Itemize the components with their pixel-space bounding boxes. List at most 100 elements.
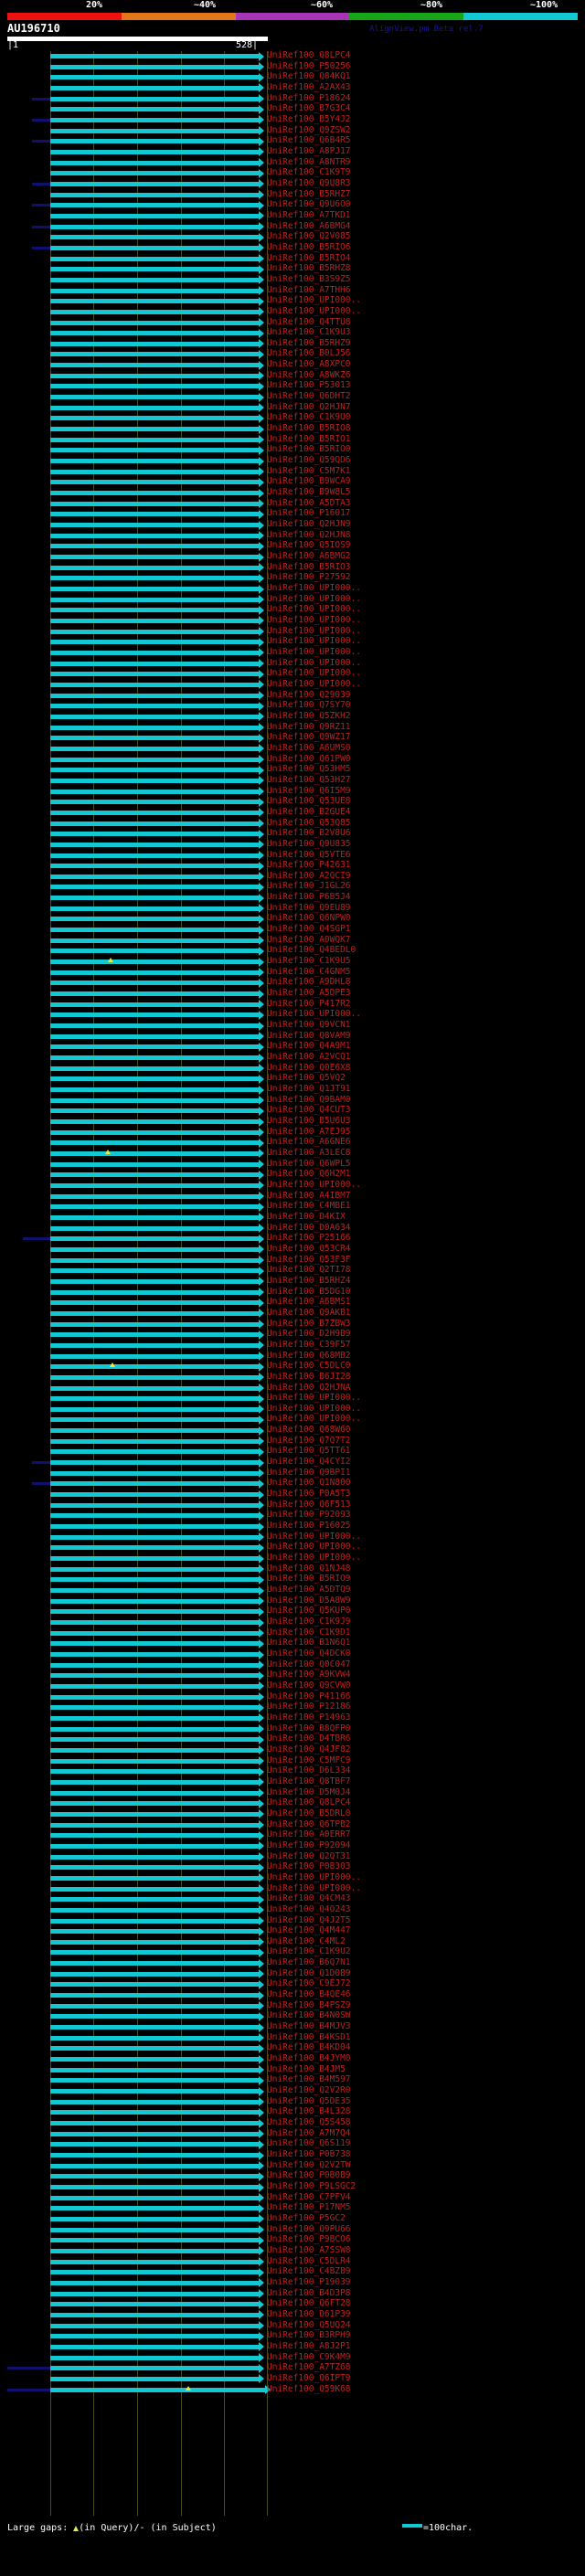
hit-row[interactable]: UniRef100_Q53F3F xyxy=(0,1254,585,1267)
hit-row[interactable]: UniRef100_A6GNE6 xyxy=(0,1137,585,1149)
hsp-bar[interactable] xyxy=(50,1428,259,1434)
hit-label[interactable]: UniRef100_Q84KQ1 xyxy=(267,71,351,82)
hsp-bar[interactable] xyxy=(50,75,259,80)
hit-row[interactable]: UniRef100_Q68W60 xyxy=(0,1425,585,1436)
hit-label[interactable]: UniRef100_Q5VQ2 xyxy=(267,1073,346,1084)
hit-label[interactable]: UniRef100_B2GUE4 xyxy=(267,806,351,817)
hsp-bar[interactable] xyxy=(50,469,259,474)
hit-row[interactable]: UniRef100_A2AX43 xyxy=(0,82,585,94)
hit-row[interactable]: UniRef100_P18624 xyxy=(0,93,585,105)
hsp-bar[interactable] xyxy=(50,1214,259,1220)
hit-label[interactable]: UniRef100_B4PSZ9 xyxy=(267,1999,351,2010)
hit-label[interactable]: UniRef100_Q53H27 xyxy=(267,774,351,785)
hsp-bar[interactable] xyxy=(50,1683,259,1689)
hit-label[interactable]: UniRef100_Q4SGP1 xyxy=(267,924,351,935)
hit-label[interactable]: UniRef100_Q8LPC4 xyxy=(267,1797,351,1808)
hit-label[interactable]: UniRef100_P41166 xyxy=(267,1691,351,1701)
hit-label[interactable]: UniRef100_Q6IPT9 xyxy=(267,2372,351,2383)
hsp-bar[interactable] xyxy=(50,1822,259,1828)
hsp-bar[interactable] xyxy=(50,309,259,314)
hsp-bar[interactable] xyxy=(50,928,259,933)
hit-label[interactable]: UniRef100_UPI000.. xyxy=(267,668,361,679)
hsp-bar[interactable] xyxy=(50,85,259,90)
hsp-bar[interactable] xyxy=(50,2174,259,2179)
hsp-bar[interactable] xyxy=(50,2387,265,2392)
hit-row[interactable]: UniRef100_Q2TI78 xyxy=(0,1265,585,1277)
hsp-bar[interactable] xyxy=(50,1460,259,1466)
hit-row[interactable]: UniRef100_P41166 xyxy=(0,1691,585,1703)
hit-label[interactable]: UniRef100_P92093 xyxy=(267,1510,351,1521)
hit-row[interactable]: UniRef100_Q9VCN1 xyxy=(0,1020,585,1032)
hit-row[interactable]: UniRef100_A8PJ17 xyxy=(0,146,585,158)
hsp-bar[interactable] xyxy=(50,299,259,304)
hit-label[interactable]: UniRef100_Q9AKB1 xyxy=(267,1307,351,1318)
hit-row[interactable]: UniRef100_B5Y4J2 xyxy=(0,114,585,126)
hit-row[interactable]: UniRef100_B5RIO3 xyxy=(0,562,585,574)
hit-label[interactable]: UniRef100_Q53CR4 xyxy=(267,1243,351,1254)
hit-row[interactable]: UniRef100_P92094 xyxy=(0,1840,585,1852)
hit-row[interactable]: UniRef100_D61P39 xyxy=(0,2309,585,2321)
hit-row[interactable]: UniRef100_B5RIO8 xyxy=(0,423,585,435)
hsp-bar[interactable] xyxy=(50,331,259,336)
hit-row[interactable]: UniRef100_B4QE46 xyxy=(0,1989,585,2001)
hsp-bar[interactable] xyxy=(50,373,259,378)
hit-row[interactable]: UniRef100_Q4TTU8 xyxy=(0,317,585,329)
hit-row[interactable]: UniRef100_Q4DCK0 xyxy=(0,1648,585,1660)
hsp-bar[interactable] xyxy=(50,1715,259,1721)
hit-label[interactable]: UniRef100_C4GNM5 xyxy=(267,966,351,977)
hit-row[interactable]: UniRef100_P9LSGC2 xyxy=(0,2181,585,2193)
hit-label[interactable]: UniRef100_A0ERR7 xyxy=(267,1829,351,1840)
hit-label[interactable]: UniRef100_P9LSGC2 xyxy=(267,2181,356,2191)
hsp-bar[interactable] xyxy=(50,576,259,581)
hit-row[interactable]: UniRef100_Q2V2TW xyxy=(0,2160,585,2172)
hsp-bar[interactable] xyxy=(50,704,259,709)
hit-label[interactable]: UniRef100_A8J2P1 xyxy=(267,2340,351,2351)
hsp-bar[interactable] xyxy=(50,1950,259,1956)
hsp-bar[interactable] xyxy=(50,1140,259,1146)
hit-row[interactable]: UniRef100_P16025 xyxy=(0,1521,585,1532)
hit-row[interactable]: UniRef100_P14963 xyxy=(0,1712,585,1724)
hit-row[interactable]: UniRef100_B5DG10 xyxy=(0,1287,585,1299)
hsp-bar[interactable] xyxy=(50,1300,259,1306)
hsp-bar[interactable] xyxy=(50,746,259,751)
hsp-bar[interactable] xyxy=(50,107,259,112)
hit-row[interactable]: UniRef100_A7SSW8 xyxy=(0,2245,585,2257)
hit-row[interactable]: UniRef100_Q4JF82 xyxy=(0,1744,585,1756)
hsp-bar[interactable] xyxy=(50,1843,259,1849)
hsp-bar[interactable] xyxy=(50,1257,259,1263)
hit-row[interactable]: UniRef100_A8NTR9 xyxy=(0,157,585,169)
hit-row[interactable]: UniRef100_B3S9Z5 xyxy=(0,274,585,286)
hsp-bar[interactable] xyxy=(50,1865,259,1871)
hit-row[interactable]: UniRef100_A6BMG2 xyxy=(0,551,585,563)
hit-row[interactable]: UniRef100_UPI000.. xyxy=(0,1542,585,1553)
hit-row[interactable]: UniRef100_Q4CUT3 xyxy=(0,1105,585,1117)
hit-label[interactable]: UniRef100_P27592 xyxy=(267,572,351,583)
hsp-bar[interactable] xyxy=(50,672,259,677)
hit-label[interactable]: UniRef100_D4TBR6 xyxy=(267,1733,351,1744)
hit-label[interactable]: UniRef100_Q9CVW0 xyxy=(267,1680,351,1691)
hsp-bar[interactable] xyxy=(50,352,259,357)
hit-label[interactable]: UniRef100_Q53Q85 xyxy=(267,817,351,828)
hsp-bar[interactable] xyxy=(50,853,259,858)
hit-label[interactable]: UniRef100_C5M7K1 xyxy=(267,465,351,476)
hit-row[interactable]: UniRef100_D6L334 xyxy=(0,1765,585,1777)
hit-row[interactable]: UniRef100_Q1N800 xyxy=(0,1478,585,1489)
hit-label[interactable]: UniRef100_Q9BPI1 xyxy=(267,1467,351,1478)
hit-row[interactable]: UniRef100_C4GNM5 xyxy=(0,966,585,979)
hsp-bar[interactable] xyxy=(50,160,259,165)
hsp-bar[interactable] xyxy=(50,363,259,368)
hit-row[interactable]: UniRef100_Q1D0B9 xyxy=(0,1968,585,1980)
hit-label[interactable]: UniRef100_Q53F3F xyxy=(267,1254,351,1265)
hit-label[interactable]: UniRef100_C1K9U0 xyxy=(267,412,351,423)
hsp-bar[interactable] xyxy=(50,1108,259,1114)
hit-row[interactable]: UniRef100_Q6F513 xyxy=(0,1500,585,1511)
hit-label[interactable]: UniRef100_Q6WPL5 xyxy=(267,1158,351,1169)
hit-label[interactable]: UniRef100_A6GNE6 xyxy=(267,1137,351,1148)
hit-row[interactable]: UniRef100_Q4M447 xyxy=(0,1925,585,1937)
hsp-bar[interactable] xyxy=(50,800,259,805)
hit-label[interactable]: UniRef100_B5DRL0 xyxy=(267,1807,351,1818)
hit-row[interactable]: UniRef100_Q5S458 xyxy=(0,2117,585,2129)
hsp-bar[interactable] xyxy=(50,459,259,464)
hit-label[interactable]: UniRef100_UPI000.. xyxy=(267,1882,361,1893)
hit-row[interactable]: UniRef100_B3RPH9 xyxy=(0,2330,585,2342)
